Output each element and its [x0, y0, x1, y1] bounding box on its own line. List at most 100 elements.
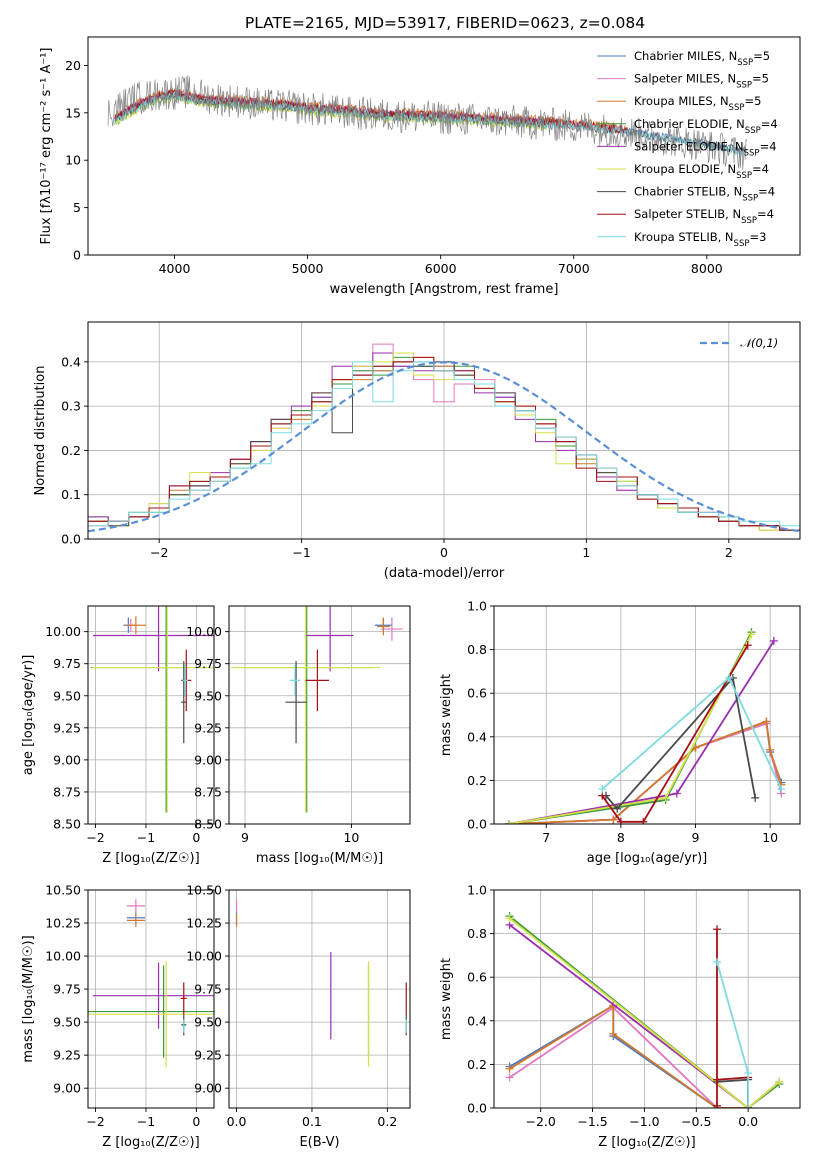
mass-weight-vs-age-panel: 7 8 9 10 0.0 0.2 0.4 0.6 0.8 1.0 age [log₁₀(age/yr… — [439, 599, 801, 866]
weight-marker — [762, 717, 771, 726]
weight-line — [605, 675, 757, 811]
errorbar-point — [125, 616, 146, 635]
y-tick-label: 10.00 — [45, 949, 81, 964]
x-tick-label: 0.2 — [377, 1114, 397, 1129]
plot-area — [88, 899, 214, 1068]
errorbar-point — [88, 965, 214, 1058]
weight-marker — [769, 636, 778, 645]
weight-marker — [661, 793, 670, 802]
x-axis-label: (data-model)/error — [384, 566, 505, 581]
legend-label: Kroupa MILES, NSSP=5 — [634, 94, 761, 113]
errorbar-point — [91, 606, 214, 813]
axes-frame — [493, 605, 801, 825]
errorbar-point — [88, 961, 214, 1068]
legend: Chabrier MILES, NSSP=5 Salpeter MILES, NS… — [597, 49, 778, 249]
y-tick-label: 9.25 — [194, 720, 222, 735]
x-tick-label: −0.5 — [681, 1114, 711, 1129]
legend-label-rest: =4 — [752, 162, 769, 176]
x-tick-label: 10 — [762, 830, 778, 845]
residual-histogram-panel: −2 −1 0 1 2 0.0 0.1 0.2 0.3 0.4 (data-model)/error… — [33, 321, 801, 581]
weight-line — [601, 644, 749, 823]
axes-frame — [87, 605, 215, 825]
y-tick-label: 9.25 — [194, 1048, 222, 1063]
weight-line — [509, 915, 780, 1108]
legend-label-rest: =4 — [757, 207, 774, 221]
weight-marker — [613, 804, 622, 813]
y-tick-label: 9.00 — [194, 752, 222, 767]
y-tick-label: 8.75 — [194, 784, 222, 799]
x-tick-label: 0.0 — [738, 1114, 758, 1129]
errorbar-point — [381, 617, 403, 641]
x-tick-label: 2 — [725, 545, 733, 560]
y-tick-label: 9.50 — [194, 1015, 222, 1030]
legend-label-rest: =4 — [758, 185, 775, 199]
errorbar-point — [180, 982, 187, 1015]
legend-subscript: SSP — [742, 194, 758, 204]
errorbar-point — [305, 649, 330, 712]
x-tick-label: −2 — [86, 1114, 104, 1129]
y-tick-label: 5 — [73, 200, 81, 215]
y-tick-label: 9.25 — [53, 720, 81, 735]
legend-label-rest: =5 — [752, 72, 769, 86]
mass-vs-metallicity-panel: −2 −1 0 9.00 9.25 9.50 9.75 10.00 10.25 10.50 Z [l… — [21, 883, 215, 1150]
axes-frame — [228, 605, 411, 825]
x-tick-label: −1.5 — [577, 1114, 607, 1129]
y-axis-label: mass [log₁₀(M/M☉)] — [21, 935, 36, 1062]
y-tick-label: 10 — [65, 153, 81, 168]
errorbar-point — [182, 664, 188, 696]
x-tick-label: −1.0 — [629, 1114, 659, 1129]
errorbar-point — [126, 913, 145, 927]
weight-line — [508, 722, 783, 824]
weight-line — [509, 917, 780, 1108]
histogram-step — [88, 352, 800, 531]
weight-marker — [598, 785, 607, 794]
y-tick-label: 9.00 — [53, 1081, 81, 1096]
errorbar-point — [376, 617, 390, 636]
y-tick-label: 0.2 — [61, 443, 81, 458]
x-tick-label: 0.0 — [227, 1114, 247, 1129]
figure-title: PLATE=2165, MJD=53917, FIBERID=0623, z=0… — [245, 14, 645, 32]
weight-marker — [505, 1064, 514, 1073]
x-tick-label: 0 — [192, 830, 200, 845]
errorbar-point — [126, 899, 145, 913]
legend-label-rest: =5 — [744, 94, 761, 108]
errorbar-point — [181, 1019, 186, 1033]
y-tick-label: 0.2 — [467, 773, 487, 788]
y-axis-label: mass weight — [439, 958, 454, 1040]
y-tick-label: 9.50 — [194, 688, 222, 703]
y-tick-label: 9.75 — [53, 656, 81, 671]
weight-marker — [777, 785, 786, 794]
legend-label: Chabrier STELIB, NSSP=4 — [634, 185, 775, 204]
x-axis-label: E(B-V) — [299, 1135, 339, 1150]
weight-marker — [505, 914, 514, 923]
y-tick-label: 0.8 — [467, 642, 487, 657]
x-tick-label: −1 — [137, 830, 155, 845]
y-axis-label: age [log₁₀(age/yr)] — [21, 655, 36, 776]
errorbar-point — [93, 606, 214, 672]
y-tick-label: 8.50 — [194, 817, 222, 832]
weight-marker — [751, 793, 760, 802]
legend-label-rest: =4 — [761, 117, 778, 131]
y-axis-label: Normed distribution — [33, 366, 48, 496]
x-tick-label: −1 — [137, 1114, 155, 1129]
y-tick-label: 0.6 — [467, 686, 487, 701]
y-tick-label: 8.75 — [53, 784, 81, 799]
x-tick-label: 5000 — [292, 261, 324, 276]
y-tick-label: 0.1 — [61, 487, 81, 502]
legend-subscript: SSP — [741, 216, 757, 226]
plot-area — [505, 912, 784, 1108]
legend-label-rest: =3 — [749, 230, 766, 244]
plot-area — [107, 75, 748, 170]
weight-marker — [616, 817, 625, 824]
x-tick-label: −2 — [150, 545, 168, 560]
weight-marker — [744, 1069, 753, 1078]
y-tick-label: 0.2 — [467, 1057, 487, 1072]
x-axis-label: Z [log₁₀(Z/Z☉)] — [102, 851, 199, 866]
plot-area — [90, 606, 214, 813]
mass-vs-extinction-panel: 0.0 0.1 0.2 9.00 9.25 9.50 9.75 10.00 10.25 10.50… — [186, 883, 411, 1150]
x-tick-label: 4000 — [159, 261, 191, 276]
axes-frame — [87, 36, 801, 256]
y-tick-label: 9.00 — [53, 752, 81, 767]
y-tick-label: 0.0 — [61, 532, 81, 547]
